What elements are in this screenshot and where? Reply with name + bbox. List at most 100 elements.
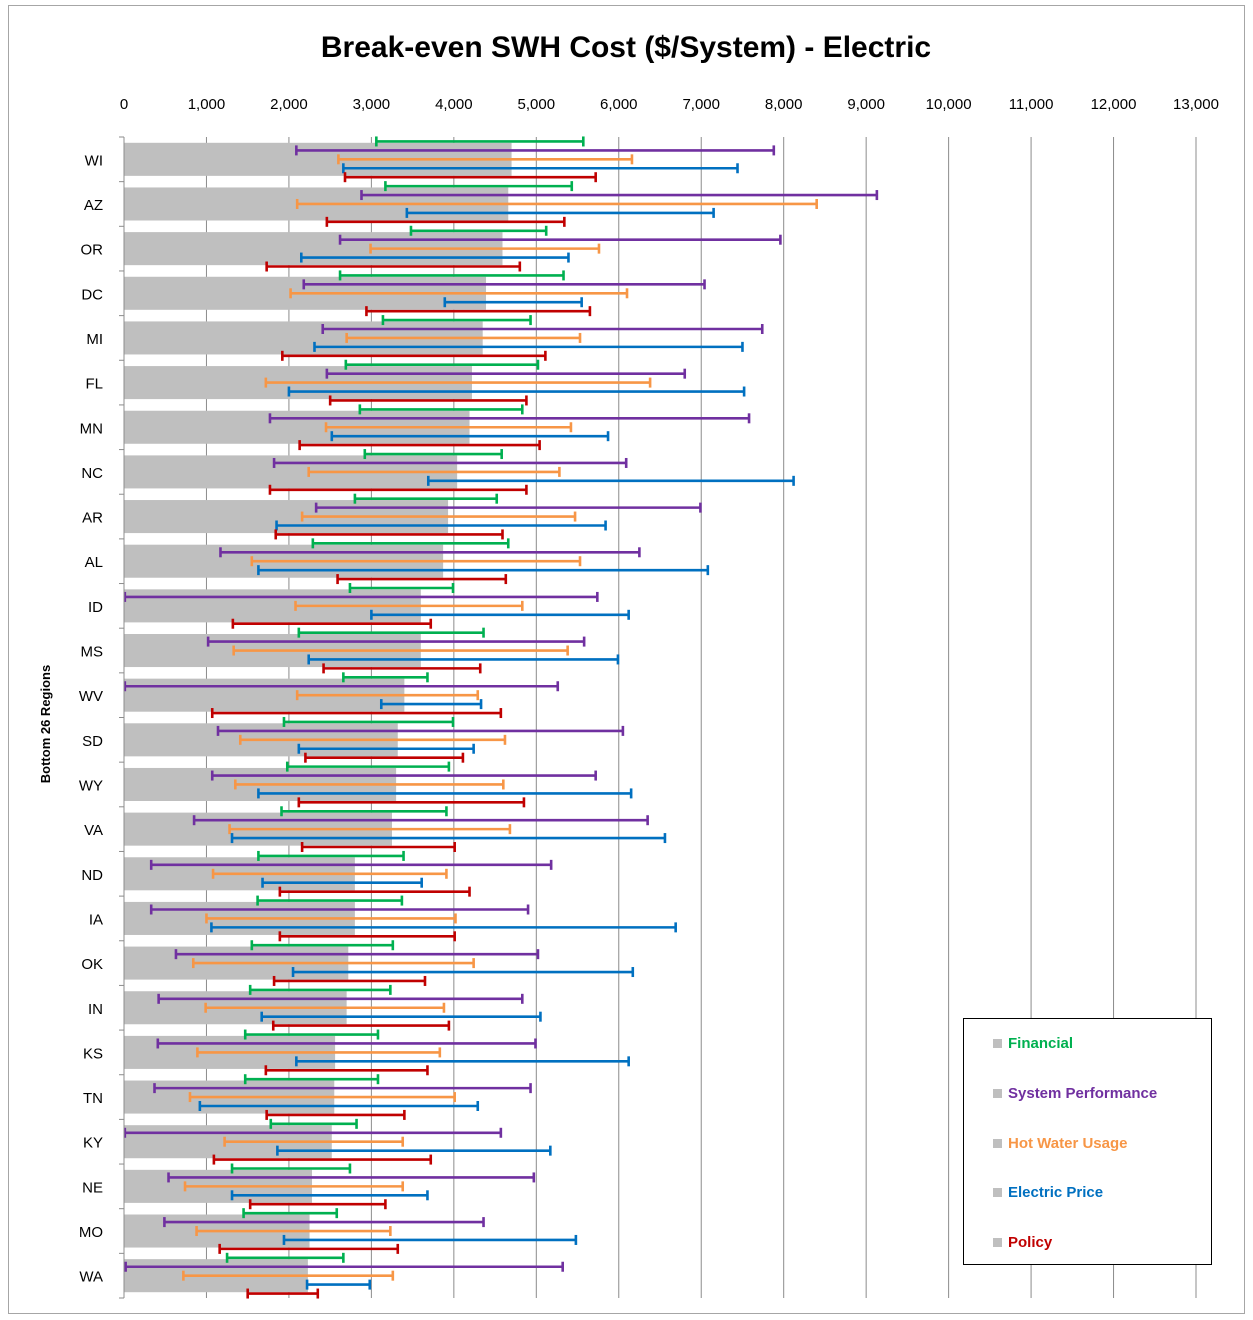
range-bar [299, 252, 570, 263]
range-bar [264, 1065, 429, 1076]
range-bar [265, 1109, 406, 1120]
range-bar [360, 190, 879, 201]
range-bar [384, 181, 574, 192]
range-bar [269, 1118, 358, 1129]
range-bar [210, 770, 597, 781]
range-bar [174, 949, 540, 960]
range-bar [370, 609, 630, 620]
range-bar [212, 1154, 433, 1165]
legend-swatch [993, 1038, 1002, 1048]
x-tick-label: 6,000 [600, 96, 638, 113]
range-bar [369, 243, 601, 254]
category-label: AR [82, 510, 103, 527]
category-label: AZ [84, 197, 103, 214]
range-bar [183, 1181, 405, 1192]
range-bar [337, 154, 634, 165]
range-bar [243, 1029, 380, 1040]
x-tick-label: 12,000 [1091, 96, 1137, 113]
range-bar [285, 761, 451, 772]
range-bar [188, 1092, 456, 1103]
range-bar [265, 261, 522, 272]
range-bar [225, 1252, 345, 1263]
range-bar [149, 904, 530, 915]
range-bar [287, 386, 746, 397]
range-bar [242, 1208, 339, 1219]
range-bar [191, 958, 475, 969]
range-bar [336, 574, 508, 585]
range-bar [261, 877, 423, 888]
category-label: WY [79, 777, 103, 794]
range-bar [123, 1127, 503, 1138]
category-label: WA [79, 1269, 103, 1286]
range-bar [295, 198, 818, 209]
range-bar [379, 699, 483, 710]
range-bar [248, 984, 392, 995]
range-bar [196, 1047, 442, 1058]
range-bar [348, 583, 455, 594]
range-bar [295, 1056, 630, 1067]
range-bar [295, 690, 480, 701]
legend-swatch [993, 1237, 1002, 1247]
range-bar [123, 591, 599, 602]
range-bar [275, 520, 607, 531]
range-bar [325, 368, 687, 379]
range-bars [123, 136, 879, 1299]
category-label: MN [80, 420, 103, 437]
range-bar [330, 431, 610, 442]
category-label: MO [79, 1224, 103, 1241]
range-bar [297, 797, 526, 808]
range-bar [282, 1234, 578, 1245]
range-bar [250, 940, 395, 951]
x-tick-label: 2,000 [270, 96, 308, 113]
x-tick-label: 1,000 [188, 96, 226, 113]
range-bar [311, 538, 510, 549]
range-bar [274, 529, 504, 540]
range-bar [124, 1261, 564, 1272]
legend-label: Policy [1008, 1233, 1053, 1251]
range-bar [300, 511, 577, 522]
x-tick-label: 10,000 [926, 96, 972, 113]
range-bar [167, 1172, 536, 1183]
legend-label: Electric Price [1008, 1183, 1104, 1201]
range-bar [344, 359, 540, 370]
range-bar [342, 163, 739, 174]
range-bar [443, 297, 583, 308]
range-bar [305, 1279, 372, 1290]
category-label: TN [83, 1090, 103, 1107]
range-bar [276, 1145, 552, 1156]
range-bar [297, 743, 475, 754]
range-bar [363, 449, 503, 460]
range-bar [365, 306, 592, 317]
range-bar [234, 779, 505, 790]
range-bar [218, 1243, 400, 1254]
range-bar [246, 1288, 320, 1299]
range-bar [314, 502, 702, 513]
range-bar [260, 1011, 542, 1022]
category-label: ID [88, 599, 103, 616]
x-tick-label: 4,000 [435, 96, 473, 113]
range-bar [304, 752, 465, 763]
range-bar [338, 234, 782, 245]
range-bar [294, 600, 524, 611]
range-bar [123, 681, 560, 692]
range-bar [300, 841, 456, 852]
range-bar [295, 145, 776, 156]
range-bar [328, 395, 528, 406]
category-label: FL [85, 376, 103, 393]
range-bar [257, 565, 710, 576]
category-label: MS [81, 644, 104, 661]
range-bar [256, 895, 404, 906]
legend-label: Hot Water Usage [1008, 1134, 1128, 1152]
category-label: VA [84, 822, 103, 839]
range-bar [289, 288, 629, 299]
range-bar [324, 422, 573, 433]
category-label: OK [81, 956, 103, 973]
range-bar [257, 788, 633, 799]
category-label: NE [82, 1179, 103, 1196]
legend-item: Electric Price [993, 1182, 1103, 1202]
range-bar [353, 493, 499, 504]
range-bar [278, 886, 471, 897]
range-bar [182, 1270, 395, 1281]
category-label: IN [88, 1001, 103, 1018]
range-bar [230, 1163, 352, 1174]
